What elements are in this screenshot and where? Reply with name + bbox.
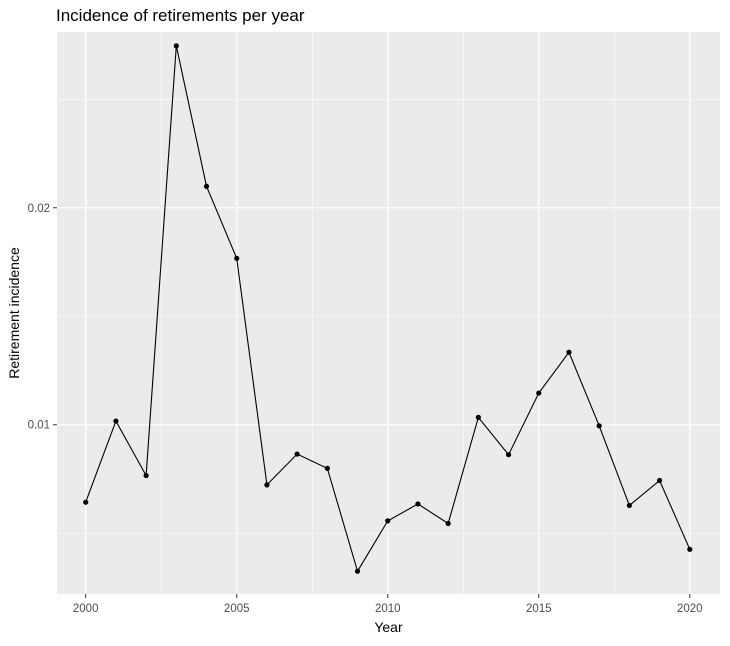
data-point	[83, 499, 89, 505]
data-point	[596, 423, 602, 429]
axis-labels: 2000 2005 2010 2015 2020 0.01 0.02	[28, 203, 703, 615]
data-point	[203, 183, 210, 189]
data-point	[505, 452, 512, 458]
y-tick-label: 0.01	[28, 420, 50, 432]
data-point	[173, 43, 179, 49]
data-point	[113, 418, 119, 424]
x-tick-label: 2020	[677, 603, 703, 615]
data-point	[566, 349, 572, 355]
x-tick-label: 2010	[375, 603, 401, 615]
data-point	[415, 501, 421, 507]
data-point	[626, 502, 632, 509]
x-tick-label: 2000	[73, 603, 99, 615]
axis-ticks	[53, 207, 691, 598]
x-tick-label: 2005	[224, 603, 250, 615]
x-tick-label: 2015	[526, 603, 552, 615]
series-layer	[83, 43, 693, 574]
x-axis-title: Year	[374, 619, 403, 635]
y-axis-title: Retirement incidence	[6, 247, 22, 379]
data-point	[294, 451, 300, 457]
data-point	[445, 520, 451, 527]
y-tick-label: 0.02	[28, 203, 50, 215]
data-point	[656, 477, 663, 484]
data-point	[536, 390, 542, 396]
data-point	[354, 568, 361, 574]
data-point	[475, 414, 481, 420]
grid-major	[57, 32, 720, 594]
chart-title: Incidence of retirements per year	[56, 6, 305, 25]
data-point	[143, 472, 149, 479]
data-point	[324, 465, 330, 471]
grid-minor	[57, 32, 720, 594]
data-point	[687, 546, 693, 552]
data-point	[234, 255, 240, 261]
data-point	[264, 482, 270, 488]
plot-panel	[57, 32, 720, 594]
data-point	[385, 518, 391, 524]
